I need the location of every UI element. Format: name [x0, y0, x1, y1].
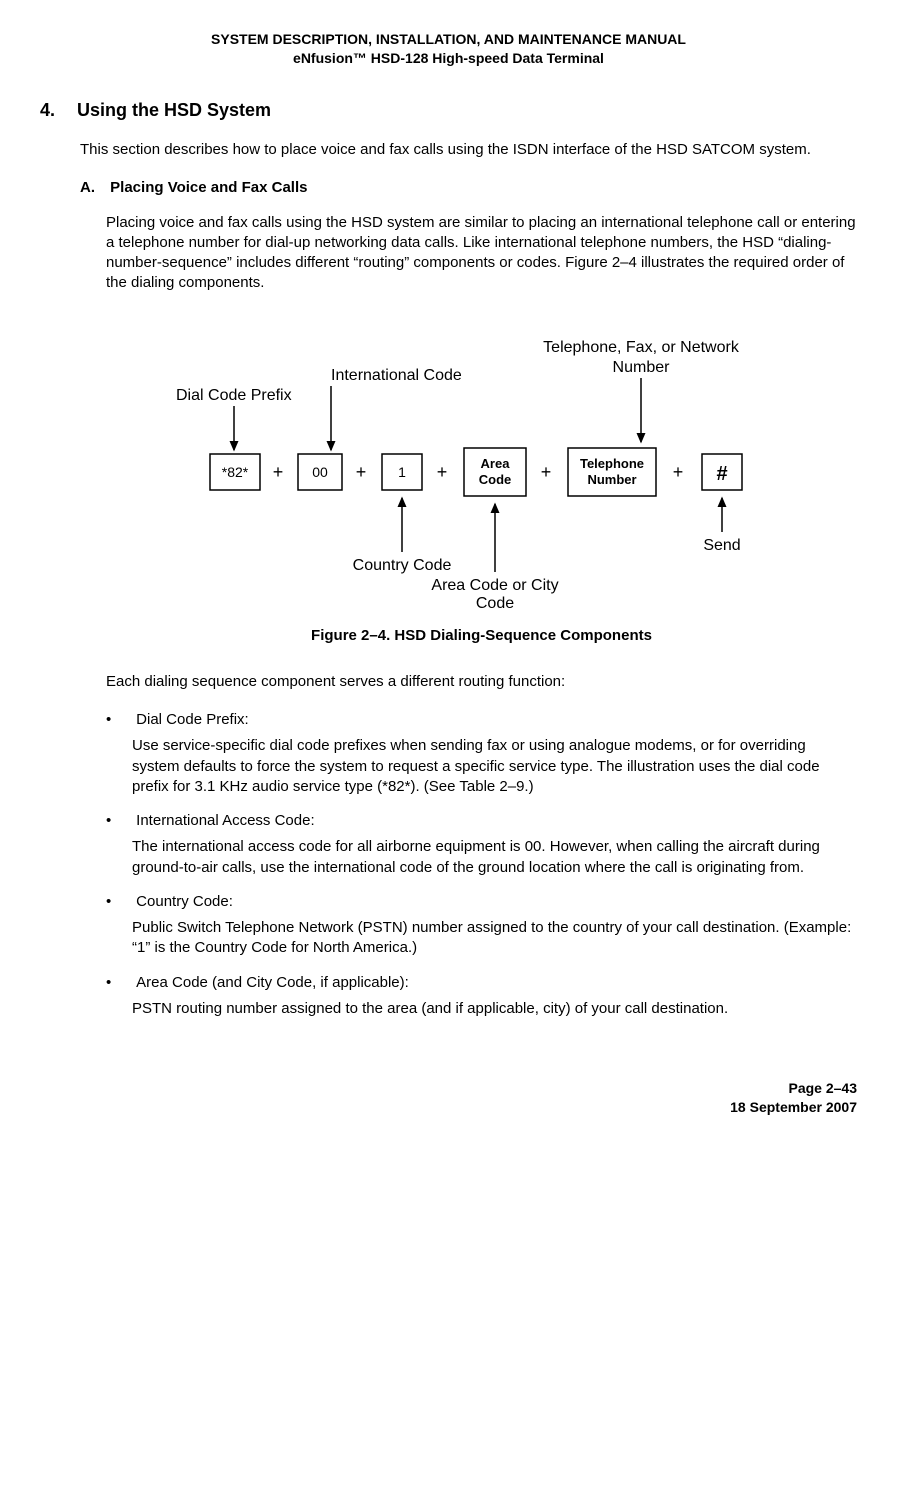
sub-a-letter: A. — [80, 178, 106, 198]
figure-2-4: Dial Code Prefix International Code Tele… — [106, 322, 857, 646]
plus-4: + — [541, 462, 552, 482]
plus-2: + — [356, 462, 367, 482]
bullet-0-body: Use service-specific dial code prefixes … — [132, 736, 857, 797]
bullet-3-body: PSTN routing number assigned to the area… — [132, 999, 857, 1019]
bullet-1-head: International Access Code: — [136, 811, 314, 831]
label-dial-prefix: Dial Code Prefix — [176, 387, 292, 404]
bullet-2: • Country Code: Public Switch Telephone … — [40, 892, 857, 959]
box-00-text: 00 — [312, 464, 328, 480]
box-hash-text: # — [716, 463, 727, 485]
box-dial-prefix-text: *82* — [222, 464, 249, 480]
footer-date: 18 September 2007 — [40, 1098, 857, 1117]
box-area-l1: Area — [481, 456, 511, 471]
sub-a-para: Placing voice and fax calls using the HS… — [106, 213, 857, 294]
box-tel-l2: Number — [587, 472, 636, 487]
bullet-mark: • — [106, 892, 132, 912]
bullet-mark: • — [106, 973, 132, 993]
plus-3: + — [437, 462, 448, 482]
footer: Page 2–43 18 September 2007 — [40, 1079, 857, 1117]
plus-1: + — [273, 462, 284, 482]
bullet-1-body: The international access code for all ai… — [132, 837, 857, 878]
label-area-bottom-l2: Code — [476, 595, 514, 612]
bullet-3: • Area Code (and City Code, if applicabl… — [40, 973, 857, 1020]
section-intro: This section describes how to place voic… — [80, 140, 857, 160]
label-country-code: Country Code — [353, 557, 452, 574]
label-telephone-top-l1: Telephone, Fax, or Network — [543, 339, 740, 356]
box-tel-l1: Telephone — [580, 456, 644, 471]
bullet-1: • International Access Code: The interna… — [40, 811, 857, 878]
bullet-0-head: Dial Code Prefix: — [136, 710, 249, 730]
box-area-l2: Code — [479, 472, 512, 487]
bullet-3-head: Area Code (and City Code, if applicable)… — [136, 973, 409, 993]
section-title: Using the HSD System — [77, 100, 271, 120]
box-1-text: 1 — [398, 464, 406, 480]
after-figure-para: Each dialing sequence component serves a… — [106, 672, 857, 692]
label-area-bottom-l1: Area Code or City — [431, 577, 558, 594]
doc-header: SYSTEM DESCRIPTION, INSTALLATION, AND MA… — [40, 30, 857, 68]
sub-a-heading: A. Placing Voice and Fax Calls — [80, 178, 857, 198]
section-heading: 4. Using the HSD System — [40, 98, 857, 122]
label-international: International Code — [331, 367, 462, 384]
bullet-0: • Dial Code Prefix: Use service-specific… — [40, 710, 857, 797]
sub-a-title: Placing Voice and Fax Calls — [110, 179, 307, 196]
bullet-mark: • — [106, 710, 132, 730]
bullet-2-head: Country Code: — [136, 892, 233, 912]
bullet-mark: • — [106, 811, 132, 831]
label-send: Send — [703, 537, 740, 554]
figure-caption: Figure 2–4. HSD Dialing-Sequence Compone… — [106, 626, 857, 646]
label-telephone-top-l2: Number — [613, 359, 671, 376]
header-line-1: SYSTEM DESCRIPTION, INSTALLATION, AND MA… — [40, 30, 857, 49]
section-number: 4. — [40, 98, 72, 122]
dialing-sequence-diagram: Dial Code Prefix International Code Tele… — [106, 322, 806, 612]
plus-5: + — [673, 462, 684, 482]
header-line-2: eNfusion™ HSD-128 High-speed Data Termin… — [40, 49, 857, 68]
footer-page: Page 2–43 — [40, 1079, 857, 1098]
bullet-2-body: Public Switch Telephone Network (PSTN) n… — [132, 918, 857, 959]
